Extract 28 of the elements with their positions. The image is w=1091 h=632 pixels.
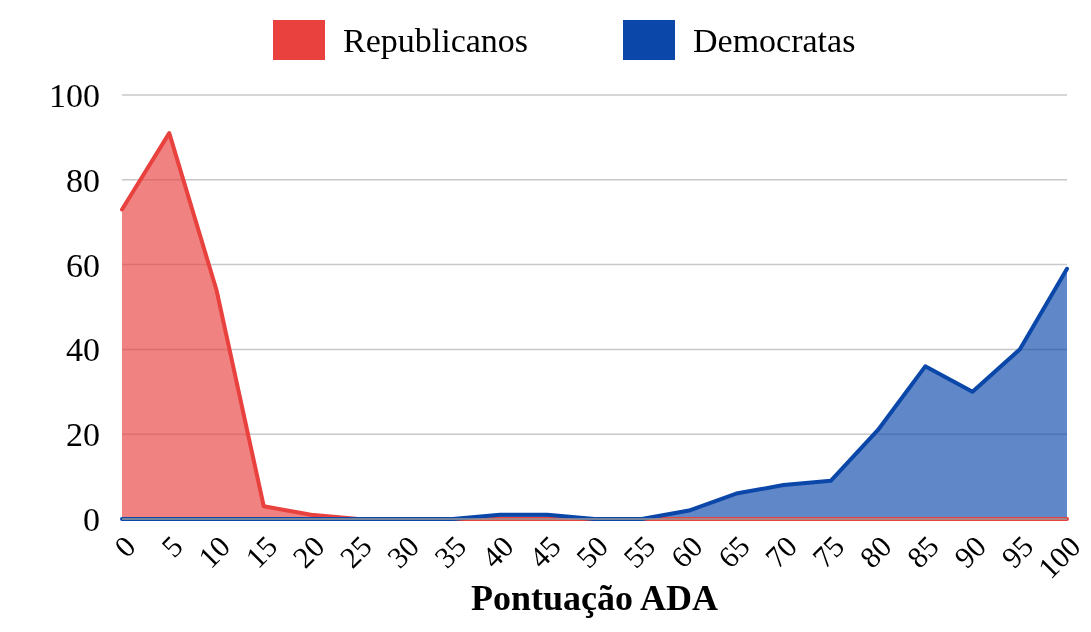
x-tick-label: 20 [286,529,331,574]
x-tick-label: 55 [616,529,662,574]
x-axis-title: Pontuação ADA [470,578,719,618]
legend-label: Democratas [693,21,856,59]
x-tick-label: 25 [333,529,378,574]
y-tick-label: 40 [66,331,100,369]
x-tick-label: 90 [947,529,993,574]
x-tick-label: 5 [154,529,189,564]
x-tick-label: 0 [107,529,142,564]
x-tick-label: 50 [569,529,615,574]
legend-label: Republicanos [343,21,529,59]
x-tick-label: 70 [758,529,804,574]
x-tick-label: 85 [900,529,945,574]
y-tick-label: 80 [66,161,100,199]
x-tick-label: 40 [475,529,520,574]
y-tick-label: 20 [66,416,100,454]
x-tick-label: 45 [522,529,567,574]
x-tick-label: 35 [427,529,473,574]
x-tick-label: 10 [191,529,237,574]
x-tick-label: 60 [664,529,709,574]
y-tick-label: 100 [49,76,100,114]
x-tick-label: 65 [711,529,756,574]
x-tick-label: 75 [805,529,851,574]
x-tick-label: 15 [238,529,284,574]
x-tick-label: 30 [380,529,426,574]
y-tick-label: 0 [83,500,100,538]
x-tick-label: 80 [853,529,898,574]
y-tick-label: 60 [66,246,100,284]
